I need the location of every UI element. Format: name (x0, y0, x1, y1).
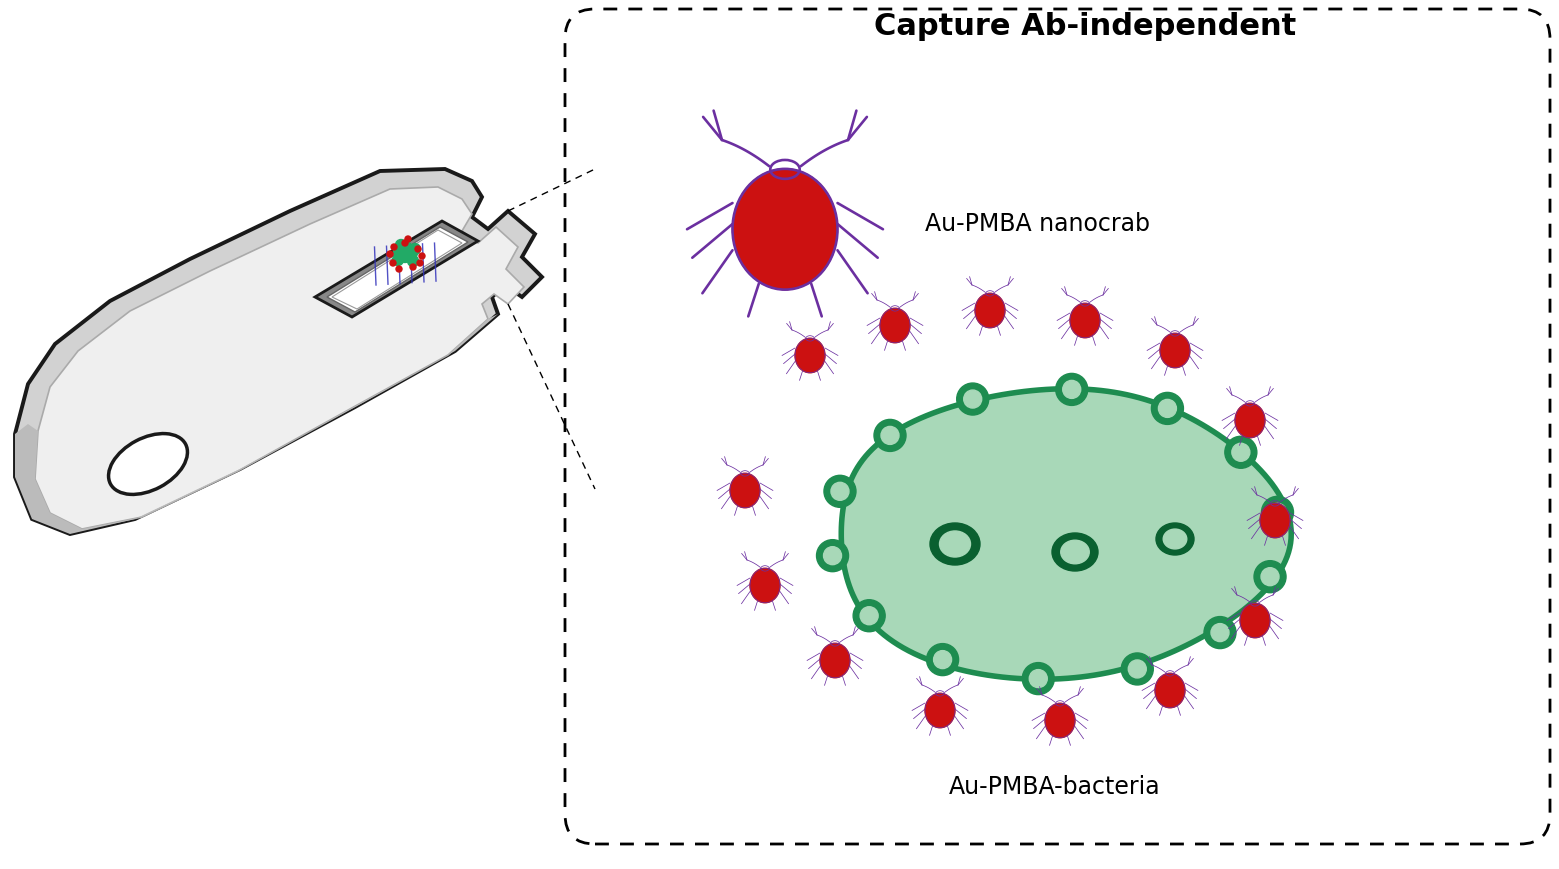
Ellipse shape (109, 434, 187, 494)
Circle shape (391, 244, 398, 250)
Polygon shape (327, 227, 468, 312)
Circle shape (410, 243, 421, 255)
Ellipse shape (931, 523, 981, 565)
Circle shape (1158, 400, 1177, 417)
Circle shape (1055, 374, 1088, 406)
Ellipse shape (1052, 533, 1098, 571)
Ellipse shape (820, 643, 850, 678)
Circle shape (407, 255, 418, 267)
Circle shape (823, 547, 842, 565)
Circle shape (1204, 617, 1236, 648)
Circle shape (393, 246, 404, 256)
Circle shape (1261, 567, 1278, 586)
Circle shape (881, 427, 900, 444)
Circle shape (393, 255, 404, 266)
Ellipse shape (1239, 603, 1271, 638)
Polygon shape (16, 314, 497, 534)
Ellipse shape (733, 169, 837, 289)
Ellipse shape (1069, 303, 1101, 338)
Ellipse shape (730, 474, 759, 507)
Ellipse shape (1235, 403, 1264, 438)
Circle shape (1063, 381, 1080, 398)
Circle shape (1029, 670, 1048, 687)
Circle shape (1152, 393, 1183, 424)
Ellipse shape (940, 531, 971, 557)
Circle shape (415, 246, 421, 252)
Polygon shape (16, 169, 543, 534)
Circle shape (390, 260, 396, 266)
Ellipse shape (879, 308, 910, 342)
Polygon shape (315, 221, 479, 317)
Ellipse shape (924, 693, 956, 727)
Circle shape (1023, 662, 1054, 694)
Circle shape (396, 266, 402, 272)
Circle shape (861, 607, 878, 625)
Ellipse shape (795, 338, 825, 373)
Circle shape (875, 420, 906, 451)
Circle shape (1129, 660, 1146, 678)
Polygon shape (34, 187, 524, 529)
Circle shape (1211, 624, 1228, 641)
Circle shape (396, 240, 407, 250)
Circle shape (402, 240, 408, 246)
Circle shape (419, 253, 426, 259)
Text: Au-PMBA-bacteria: Au-PMBA-bacteria (949, 775, 1161, 799)
Circle shape (963, 390, 982, 408)
Ellipse shape (1160, 333, 1190, 368)
Circle shape (1253, 561, 1286, 593)
Ellipse shape (1163, 529, 1186, 549)
FancyBboxPatch shape (564, 9, 1550, 844)
Ellipse shape (1060, 541, 1090, 564)
Ellipse shape (750, 568, 780, 603)
Circle shape (410, 264, 416, 270)
Circle shape (401, 242, 412, 253)
Circle shape (934, 651, 951, 668)
Ellipse shape (1260, 503, 1289, 538)
Circle shape (1225, 436, 1257, 468)
Ellipse shape (1045, 703, 1076, 738)
Circle shape (1232, 443, 1250, 461)
Circle shape (387, 251, 393, 257)
Circle shape (926, 644, 959, 675)
Ellipse shape (1157, 523, 1194, 555)
Circle shape (825, 475, 856, 507)
Circle shape (1121, 653, 1154, 685)
Circle shape (1269, 503, 1286, 521)
Circle shape (416, 260, 422, 266)
Circle shape (817, 540, 848, 572)
Circle shape (853, 600, 886, 632)
Circle shape (831, 482, 850, 501)
Circle shape (957, 383, 988, 415)
Circle shape (405, 236, 412, 242)
Circle shape (1261, 496, 1294, 528)
Ellipse shape (974, 293, 1006, 328)
Text: Capture Ab-independent: Capture Ab-independent (875, 12, 1296, 42)
Circle shape (407, 248, 418, 258)
Ellipse shape (1155, 673, 1185, 707)
Text: Au-PMBA nanocrab: Au-PMBA nanocrab (924, 212, 1151, 236)
Circle shape (399, 251, 410, 262)
PathPatch shape (842, 388, 1291, 680)
